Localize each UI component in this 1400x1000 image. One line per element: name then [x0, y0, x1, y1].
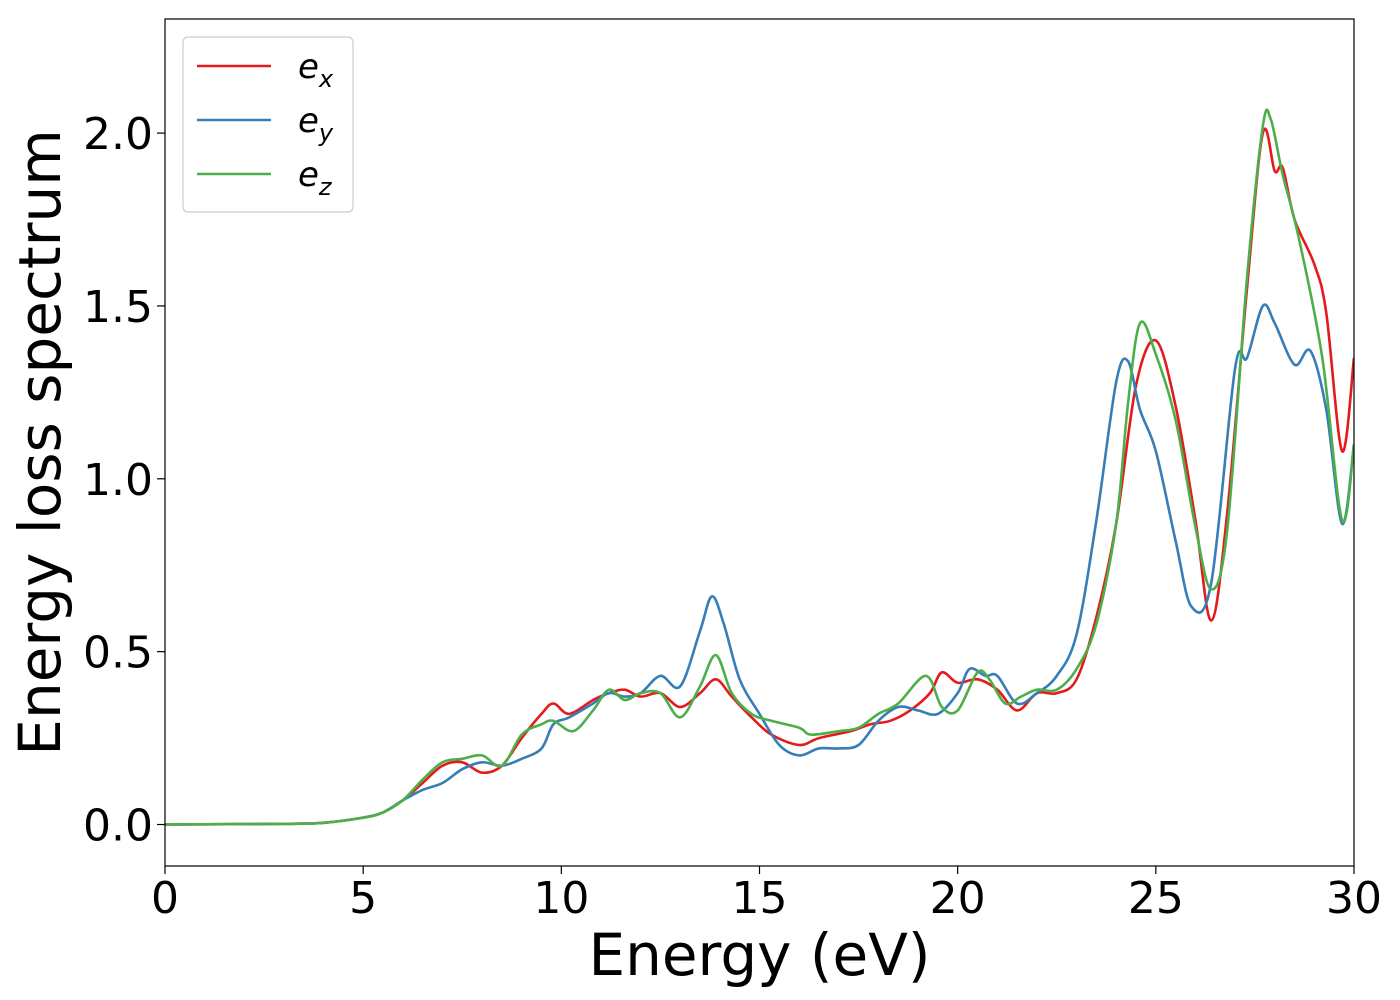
x-tick-label: 5: [349, 873, 377, 924]
y-tick-label: 2.0: [83, 109, 153, 160]
legend-label-x: ex: [298, 47, 334, 93]
x-axis-title: Energy (eV): [588, 921, 930, 989]
legend: ex ey ez: [182, 36, 354, 213]
series-line-z: [165, 108, 1354, 826]
x-tick-label: 25: [1128, 873, 1184, 924]
y-tick-label: 1.0: [83, 455, 153, 506]
y-tick-label: 0.0: [83, 801, 153, 852]
x-axis: 0 5 10 15 20 25 30: [151, 866, 1382, 924]
y-tick-label: 1.5: [83, 282, 153, 333]
y-axis: 0.0 0.5 1.0 1.5 2.0: [83, 109, 165, 852]
y-tick-label: 0.5: [83, 628, 153, 679]
legend-label-y: ey: [298, 101, 334, 147]
series-line-y: [165, 303, 1354, 826]
x-tick-label: 20: [930, 873, 986, 924]
x-tick-label: 10: [533, 873, 589, 924]
legend-label-z: ez: [298, 155, 333, 201]
series-line-x: [165, 127, 1354, 826]
x-tick-label: 30: [1326, 873, 1382, 924]
x-tick-label: 15: [732, 873, 788, 924]
series-layer: [165, 108, 1354, 826]
legend-box: [182, 36, 354, 213]
y-axis-title: Energy loss spectrum: [6, 129, 74, 755]
x-tick-label: 0: [151, 873, 179, 924]
